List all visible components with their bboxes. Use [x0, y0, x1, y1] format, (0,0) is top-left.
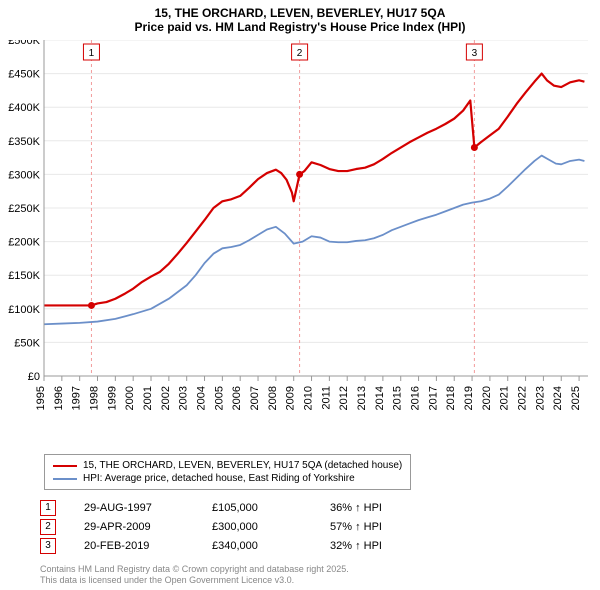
- x-tick-label: 2019: [463, 386, 475, 410]
- x-tick-label: 1998: [89, 386, 101, 410]
- x-tick-label: 1996: [53, 386, 65, 410]
- x-tick-label: 2014: [374, 386, 386, 410]
- marker-flag: 3: [466, 44, 482, 60]
- x-tick-label: 2008: [267, 386, 279, 410]
- marker-price-3: £340,000: [212, 540, 302, 552]
- legend: 15, THE ORCHARD, LEVEN, BEVERLEY, HU17 5…: [44, 454, 411, 490]
- marker-row-2: 2 29-APR-2009 £300,000 57% ↑ HPI: [40, 517, 382, 536]
- x-tick-label: 2009: [285, 386, 297, 410]
- x-tick-label: 2010: [303, 386, 315, 410]
- legend-label-property: 15, THE ORCHARD, LEVEN, BEVERLEY, HU17 5…: [83, 460, 402, 471]
- marker-price-1: £105,000: [212, 502, 302, 514]
- svg-text:2: 2: [297, 48, 303, 59]
- series-hpi: [44, 156, 584, 325]
- legend-swatch-hpi: [53, 478, 77, 480]
- y-tick-label: £100K: [8, 304, 40, 316]
- marker-hpi-1: 36% ↑ HPI: [330, 502, 382, 514]
- y-tick-label: £450K: [8, 69, 40, 81]
- x-tick-label: 2000: [124, 386, 136, 410]
- markers-table: 1 29-AUG-1997 £105,000 36% ↑ HPI 2 29-AP…: [40, 498, 382, 555]
- y-tick-label: £350K: [8, 136, 40, 148]
- marker-date-1: 29-AUG-1997: [84, 502, 184, 514]
- x-tick-label: 2022: [517, 386, 529, 410]
- y-tick-label: £300K: [8, 169, 40, 181]
- marker-badge-2: 2: [40, 519, 56, 535]
- marker-badge-3: 3: [40, 538, 56, 554]
- x-tick-label: 2021: [499, 386, 511, 410]
- x-tick-label: 2005: [213, 386, 225, 410]
- chart-subtitle: Price paid vs. HM Land Registry's House …: [0, 20, 600, 38]
- x-tick-label: 2024: [552, 386, 564, 410]
- y-tick-label: £50K: [14, 337, 40, 349]
- svg-text:1: 1: [89, 48, 95, 59]
- x-tick-label: 1999: [106, 386, 118, 410]
- marker-flag: 1: [83, 44, 99, 60]
- x-tick-label: 2020: [481, 386, 493, 410]
- x-tick-label: 2001: [142, 386, 154, 410]
- x-tick-label: 2016: [410, 386, 422, 410]
- legend-swatch-property: [53, 465, 77, 467]
- footer-note: Contains HM Land Registry data © Crown c…: [40, 564, 349, 586]
- marker-date-3: 20-FEB-2019: [84, 540, 184, 552]
- x-tick-label: 2004: [196, 386, 208, 410]
- x-tick-label: 2012: [338, 386, 350, 410]
- x-tick-label: 2006: [231, 386, 243, 410]
- marker-row-1: 1 29-AUG-1997 £105,000 36% ↑ HPI: [40, 498, 382, 517]
- marker-badge-1: 1: [40, 500, 56, 516]
- y-tick-label: £250K: [8, 203, 40, 215]
- x-tick-label: 2007: [249, 386, 261, 410]
- x-tick-label: 2018: [445, 386, 457, 410]
- x-tick-label: 1997: [71, 386, 83, 410]
- marker-flag: 2: [292, 44, 308, 60]
- marker-hpi-2: 57% ↑ HPI: [330, 521, 382, 533]
- x-tick-label: 2002: [160, 386, 172, 410]
- y-tick-label: £150K: [8, 270, 40, 282]
- footer-line1: Contains HM Land Registry data © Crown c…: [40, 564, 349, 575]
- svg-text:3: 3: [472, 48, 478, 59]
- chart-title: 15, THE ORCHARD, LEVEN, BEVERLEY, HU17 5…: [0, 0, 600, 20]
- legend-label-hpi: HPI: Average price, detached house, East…: [83, 473, 355, 484]
- y-tick-label: £400K: [8, 102, 40, 114]
- x-tick-label: 2017: [427, 386, 439, 410]
- marker-row-3: 3 20-FEB-2019 £340,000 32% ↑ HPI: [40, 536, 382, 555]
- footer-line2: This data is licensed under the Open Gov…: [40, 575, 349, 586]
- marker-price-2: £300,000: [212, 521, 302, 533]
- x-tick-label: 2015: [392, 386, 404, 410]
- chart-svg: £0 £50K £100K £150K £200K £250K £300K £350K £400…: [0, 40, 600, 424]
- x-tick-label: 2003: [178, 386, 190, 410]
- x-tick-label: 2023: [534, 386, 546, 410]
- x-tick-label: 2025: [570, 386, 582, 410]
- y-tick-label: £0: [28, 371, 40, 383]
- chart-area: £0 £50K £100K £150K £200K £250K £300K £350K £400…: [0, 40, 600, 424]
- legend-row-hpi: HPI: Average price, detached house, East…: [53, 472, 402, 485]
- marker-date-2: 29-APR-2009: [84, 521, 184, 533]
- y-tick-label: £500K: [8, 40, 40, 47]
- y-tick-label: £200K: [8, 237, 40, 249]
- x-tick-label: 2011: [320, 386, 332, 410]
- legend-row-property: 15, THE ORCHARD, LEVEN, BEVERLEY, HU17 5…: [53, 459, 402, 472]
- x-tick-label: 1995: [35, 386, 47, 410]
- x-tick-label: 2013: [356, 386, 368, 410]
- marker-hpi-3: 32% ↑ HPI: [330, 540, 382, 552]
